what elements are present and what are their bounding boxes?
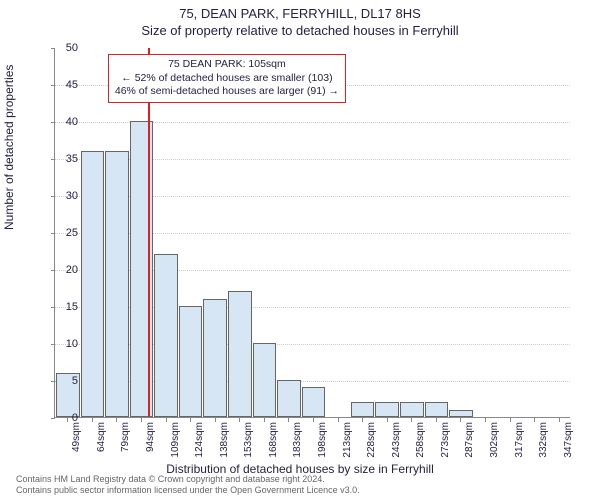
histogram-bar [105, 151, 129, 417]
histogram-bar [228, 291, 252, 417]
ytick-label: 30 [52, 190, 78, 202]
xtick-mark [239, 418, 240, 422]
xtick-mark [141, 418, 142, 422]
title-line-2: Size of property relative to detached ho… [0, 23, 600, 40]
xtick-mark [338, 418, 339, 422]
xtick-mark [485, 418, 486, 422]
ytick-label: 45 [52, 79, 78, 91]
xtick-mark [436, 418, 437, 422]
xtick-mark [387, 418, 388, 422]
xtick-mark [92, 418, 93, 422]
xtick-mark [534, 418, 535, 422]
histogram-bar [425, 402, 449, 417]
xtick-mark [264, 418, 265, 422]
ytick-label: 5 [52, 375, 78, 387]
histogram-bar [81, 151, 105, 417]
ytick-label: 10 [52, 338, 78, 350]
histogram-bar [253, 343, 277, 417]
histogram-bar [154, 254, 178, 417]
xtick-mark [215, 418, 216, 422]
marker-callout: 75 DEAN PARK: 105sqm← 52% of detached ho… [108, 54, 346, 103]
footer-line-1: Contains HM Land Registry data © Crown c… [16, 474, 360, 485]
histogram-bar [302, 387, 326, 417]
xtick-mark [313, 418, 314, 422]
plot-wrap: 49sqm64sqm79sqm94sqm109sqm124sqm138sqm15… [54, 48, 570, 418]
ytick-label: 40 [52, 116, 78, 128]
title-line-1: 75, DEAN PARK, FERRYHILL, DL17 8HS [0, 6, 600, 23]
marker-line [148, 48, 150, 417]
ytick-label: 20 [52, 264, 78, 276]
chart-title: 75, DEAN PARK, FERRYHILL, DL17 8HS Size … [0, 0, 600, 40]
ytick-label: 35 [52, 153, 78, 165]
histogram-bar [375, 402, 399, 417]
histogram-bar [351, 402, 375, 417]
footer-line-2: Contains public sector information licen… [16, 485, 360, 496]
callout-line: 75 DEAN PARK: 105sqm [115, 58, 339, 72]
histogram-bar [449, 410, 473, 417]
chart-container: 75, DEAN PARK, FERRYHILL, DL17 8HS Size … [0, 0, 600, 500]
xtick-mark [190, 418, 191, 422]
ytick-label: 0 [52, 412, 78, 424]
plot-area: 49sqm64sqm79sqm94sqm109sqm124sqm138sqm15… [54, 48, 570, 418]
ytick-label: 15 [52, 301, 78, 313]
y-axis-label: Number of detached properties [2, 65, 16, 230]
xtick-mark [510, 418, 511, 422]
histogram-bar [277, 380, 301, 417]
ytick-label: 25 [52, 227, 78, 239]
xtick-mark [411, 418, 412, 422]
histogram-bar [400, 402, 424, 417]
xtick-mark [288, 418, 289, 422]
ytick-label: 50 [52, 42, 78, 54]
histogram-bar [203, 299, 227, 417]
xtick-mark [166, 418, 167, 422]
footer-attribution: Contains HM Land Registry data © Crown c… [16, 474, 360, 497]
callout-line: ← 52% of detached houses are smaller (10… [115, 72, 339, 86]
xtick-mark [460, 418, 461, 422]
xtick-mark [116, 418, 117, 422]
xtick-mark [559, 418, 560, 422]
callout-line: 46% of semi-detached houses are larger (… [115, 85, 339, 99]
histogram-bar [179, 306, 203, 417]
xtick-mark [362, 418, 363, 422]
